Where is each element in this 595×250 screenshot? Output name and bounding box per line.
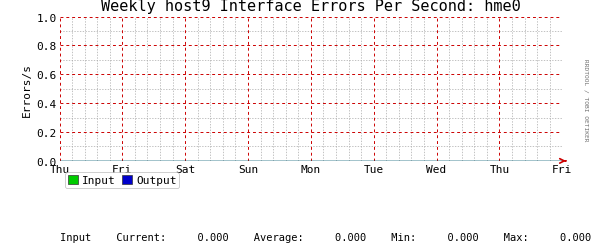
- Legend: Input, Output: Input, Output: [65, 172, 179, 188]
- Y-axis label: Errors/s: Errors/s: [22, 62, 32, 116]
- Text: RRDTOOL / TOBI OETIKER: RRDTOOL / TOBI OETIKER: [584, 59, 588, 141]
- Title: Weekly host9 Interface Errors Per Second: hme0: Weekly host9 Interface Errors Per Second…: [101, 0, 521, 14]
- Text: Input    Current:     0.000    Average:     0.000    Min:     0.000    Max:     : Input Current: 0.000 Average: 0.000 Min:…: [60, 232, 591, 242]
